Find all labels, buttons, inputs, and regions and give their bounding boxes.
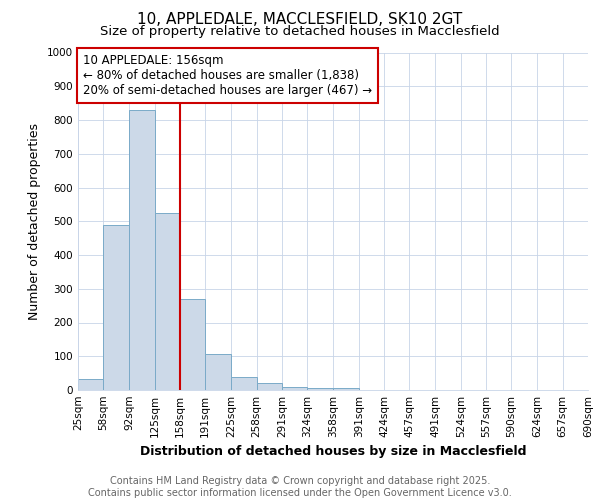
Bar — [78, 379, 103, 390]
Bar — [155, 213, 180, 390]
Text: Contains HM Land Registry data © Crown copyright and database right 2025.
Contai: Contains HM Land Registry data © Crown c… — [88, 476, 512, 498]
Bar — [180, 299, 205, 390]
Text: Size of property relative to detached houses in Macclesfield: Size of property relative to detached ho… — [100, 25, 500, 38]
X-axis label: Distribution of detached houses by size in Macclesfield: Distribution of detached houses by size … — [140, 446, 526, 458]
Bar — [103, 224, 130, 390]
Text: 10 APPLEDALE: 156sqm
← 80% of detached houses are smaller (1,838)
20% of semi-de: 10 APPLEDALE: 156sqm ← 80% of detached h… — [83, 54, 372, 97]
Bar — [282, 388, 307, 390]
Bar — [130, 110, 155, 390]
Bar — [205, 354, 232, 390]
Bar — [257, 383, 282, 390]
Bar — [334, 388, 359, 390]
Text: 10, APPLEDALE, MACCLESFIELD, SK10 2GT: 10, APPLEDALE, MACCLESFIELD, SK10 2GT — [137, 12, 463, 28]
Bar — [307, 388, 334, 390]
Y-axis label: Number of detached properties: Number of detached properties — [28, 122, 41, 320]
Bar — [232, 377, 257, 390]
